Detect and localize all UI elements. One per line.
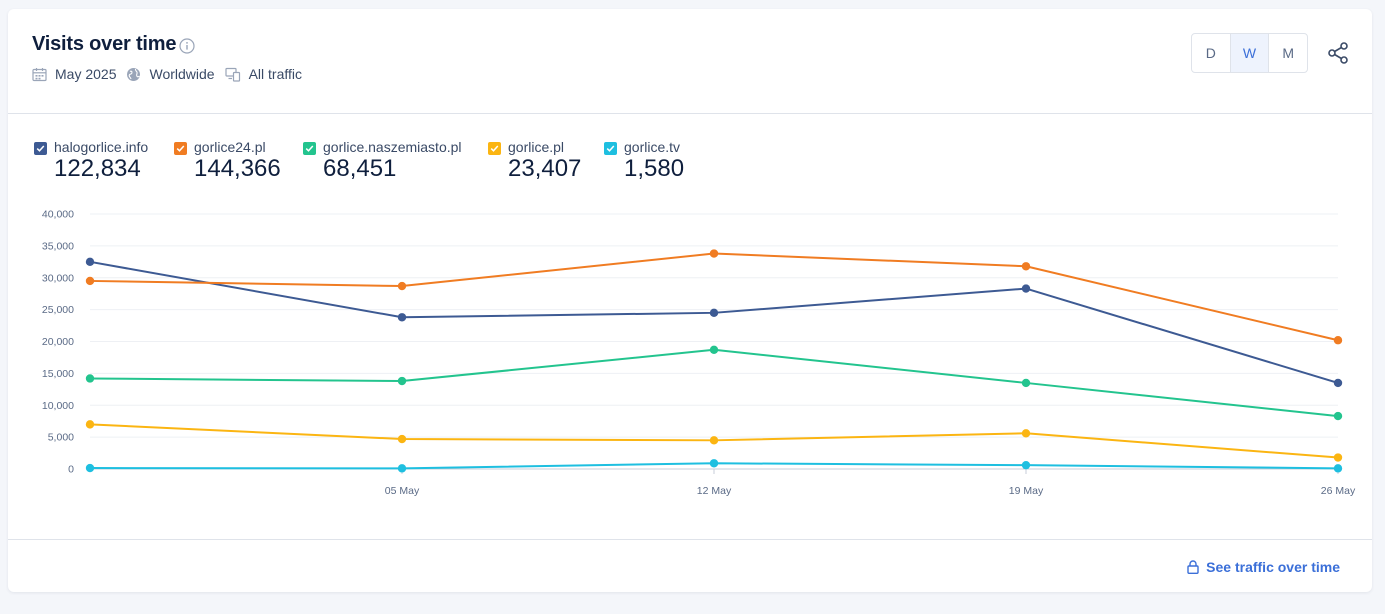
y-tick-label: 0 [68,464,74,476]
card-header: Visits over time May 2025 [8,9,1372,114]
check-icon [36,145,45,152]
info-icon[interactable] [179,38,195,54]
data-point-4 [397,464,407,473]
data-point-4 [85,463,95,473]
legend-total: 23,407 [508,155,582,182]
see-traffic-label: See traffic over time [1206,559,1340,575]
data-point-4 [709,459,719,468]
legend-total: 144,366 [194,155,281,182]
series-line-0 [89,260,1339,384]
check-icon [490,145,499,152]
legend-label: gorlice.pl [508,139,565,155]
x-tick-label: 05 May [385,485,420,497]
page-title: Visits over time [32,33,177,55]
share-icon[interactable] [1326,41,1350,65]
data-point-0 [1021,284,1031,293]
y-tick-label: 35,000 [42,240,74,252]
x-tick-label: 26 May [1321,485,1356,497]
calendar-icon [32,67,47,81]
date-filter: May 2025 [32,66,116,82]
period-day-button[interactable]: D [1192,34,1231,72]
data-point-2 [85,374,95,383]
data-point-3 [1021,429,1031,438]
y-tick-label: 30,000 [42,272,74,284]
legend-total: 1,580 [624,155,685,182]
data-point-0 [397,313,407,322]
data-point-1 [397,281,407,291]
data-point-1 [1333,336,1343,345]
x-tick-label: 12 May [697,485,732,497]
data-point-0 [709,308,719,318]
y-tick-label: 15,000 [42,368,74,380]
legend-label: halogorlice.info [54,139,149,155]
data-point-3 [397,434,407,444]
data-point-3 [85,420,95,429]
legend-checkbox[interactable] [303,142,316,155]
data-point-1 [1021,262,1031,271]
legend-checkbox[interactable] [604,142,617,155]
data-point-2 [1021,378,1031,388]
legend-checkbox[interactable] [174,142,187,155]
data-point-3 [1333,453,1343,462]
period-week-button[interactable]: W [1230,34,1270,72]
data-point-0 [85,257,95,267]
check-icon [176,145,185,152]
series-line-2 [89,348,1339,418]
data-point-4 [1021,460,1031,470]
devices-icon [224,67,240,82]
check-icon [305,145,314,152]
region-filter: Worldwide [126,66,215,82]
data-point-1 [709,249,719,258]
y-tick-label: 10,000 [42,400,74,412]
globe-icon [127,67,141,81]
lock-icon [1187,560,1199,574]
see-traffic-link[interactable]: See traffic over time [1187,559,1340,575]
data-point-2 [397,376,407,386]
y-tick-label: 25,000 [42,304,74,316]
region-label: Worldwide [149,66,215,82]
visits-over-time-card: Visits over time May 2025 [8,9,1372,592]
y-tick-label: 40,000 [42,209,74,221]
legend-total: 68,451 [323,155,397,182]
data-point-2 [1333,411,1343,421]
filter-meta: May 2025 Worldwide All traffic [32,66,312,82]
x-tick-label: 19 May [1009,485,1044,497]
traffic-filter: All traffic [224,66,303,82]
data-point-4 [1333,464,1343,473]
legend-checkbox[interactable] [488,142,501,155]
line-chart: 40,000 35,000 30,000 25,000 20,000 15,000 10,0… [42,209,1356,498]
legend-label: gorlice.tv [624,139,681,155]
card-footer: See traffic over time [8,539,1372,593]
data-point-0 [1333,378,1343,388]
legend-total: 122,834 [54,155,141,182]
data-point-1 [85,276,95,286]
check-icon [606,145,615,152]
data-point-2 [709,345,719,354]
legend-label: gorlice.naszemiasto.pl [323,139,462,155]
y-tick-label: 5,000 [48,432,74,444]
legend-label: gorlice24.pl [194,139,266,155]
data-point-3 [709,436,719,445]
period-toggle: D W M [1191,33,1308,73]
date-label: May 2025 [55,66,117,82]
legend-checkbox[interactable] [34,142,47,155]
traffic-label: All traffic [248,66,303,82]
period-month-button[interactable]: M [1282,45,1295,61]
y-tick-label: 20,000 [42,336,74,348]
